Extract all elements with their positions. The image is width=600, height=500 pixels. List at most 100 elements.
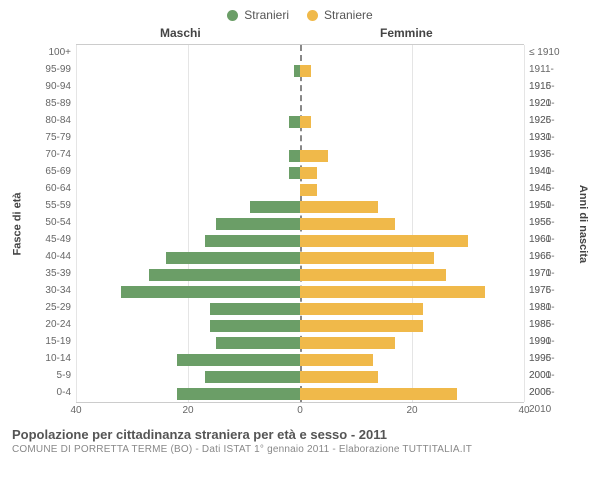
chart-footer: Popolazione per cittadinanza straniera p… xyxy=(0,421,600,455)
chart-subtitle: COMUNE DI PORRETTA TERME (BO) - Dati IST… xyxy=(12,444,588,455)
bar-row xyxy=(76,130,524,147)
y-axis-label-right: Anni di nascita xyxy=(574,44,592,403)
year-label: 1921-1925 xyxy=(524,95,574,112)
age-label: 40-44 xyxy=(26,248,76,265)
bar-row xyxy=(76,385,524,402)
chart-title: Popolazione per cittadinanza straniera p… xyxy=(12,427,588,442)
chart-container: StranieriStraniere Maschi Femmine Fasce … xyxy=(0,0,600,500)
age-label: 100+ xyxy=(26,44,76,61)
year-labels: ≤ 19101911-19151916-19201921-19251926-19… xyxy=(524,44,574,403)
age-label: 85-89 xyxy=(26,95,76,112)
plot-area xyxy=(76,44,524,403)
bar-female xyxy=(300,65,311,77)
year-label: 1956-1960 xyxy=(524,214,574,231)
year-label: 1966-1970 xyxy=(524,248,574,265)
y-axis-label-right-text: Anni di nascita xyxy=(577,184,589,262)
x-tick: 20 xyxy=(182,405,193,416)
header-male: Maschi xyxy=(160,26,201,40)
bar-male xyxy=(149,269,300,281)
age-label: 10-14 xyxy=(26,350,76,367)
year-label: 1931-1935 xyxy=(524,129,574,146)
bar-row xyxy=(76,215,524,232)
year-label: 1916-1920 xyxy=(524,78,574,95)
bar-female xyxy=(300,252,434,264)
bar-female xyxy=(300,388,457,400)
age-label: 35-39 xyxy=(26,265,76,282)
bar-row xyxy=(76,266,524,283)
bar-female xyxy=(300,286,485,298)
bar-row xyxy=(76,79,524,96)
year-label: 1951-1955 xyxy=(524,197,574,214)
x-axis-ticks: 402002040 xyxy=(76,405,524,421)
age-labels: 100+95-9990-9485-8980-8475-7970-7465-696… xyxy=(26,44,76,403)
bar-female xyxy=(300,184,317,196)
age-label: 60-64 xyxy=(26,180,76,197)
bar-row xyxy=(76,181,524,198)
year-label: 1986-1990 xyxy=(524,316,574,333)
legend-swatch xyxy=(307,10,318,21)
bar-row xyxy=(76,334,524,351)
year-label: 2001-2005 xyxy=(524,367,574,384)
age-label: 70-74 xyxy=(26,146,76,163)
bar-row xyxy=(76,300,524,317)
year-label: 1971-1975 xyxy=(524,265,574,282)
year-label: 1996-2000 xyxy=(524,350,574,367)
legend: Stranieri Straniere xyxy=(0,0,600,26)
bar-female xyxy=(300,303,423,315)
bar-female xyxy=(300,116,311,128)
bar-row xyxy=(76,351,524,368)
bar-male xyxy=(289,150,300,162)
bar-row xyxy=(76,164,524,181)
bar-row xyxy=(76,62,524,79)
year-label: 2006-2010 xyxy=(524,384,574,401)
bar-row xyxy=(76,147,524,164)
x-tick: 40 xyxy=(70,405,81,416)
year-label: ≤ 1910 xyxy=(524,44,574,61)
year-label: 1976-1980 xyxy=(524,282,574,299)
bar-male xyxy=(250,201,300,213)
x-axis: 402002040 xyxy=(8,405,592,421)
gridline xyxy=(524,45,525,402)
bar-row xyxy=(76,113,524,130)
bar-male xyxy=(216,218,300,230)
age-label: 5-9 xyxy=(26,367,76,384)
age-label: 90-94 xyxy=(26,78,76,95)
bar-female xyxy=(300,371,378,383)
age-label: 15-19 xyxy=(26,333,76,350)
year-label: 1941-1945 xyxy=(524,163,574,180)
bar-male xyxy=(216,337,300,349)
year-label: 1946-1950 xyxy=(524,180,574,197)
bar-male xyxy=(205,235,300,247)
bar-male xyxy=(210,303,300,315)
age-label: 20-24 xyxy=(26,316,76,333)
bar-male xyxy=(177,354,300,366)
x-tick: 40 xyxy=(518,405,529,416)
bar-male xyxy=(177,388,300,400)
bar-row xyxy=(76,283,524,300)
bar-female xyxy=(300,201,378,213)
age-label: 95-99 xyxy=(26,61,76,78)
bar-row xyxy=(76,45,524,62)
age-label: 45-49 xyxy=(26,231,76,248)
y-axis-label-left: Fasce di età xyxy=(8,44,26,403)
legend-label: Straniere xyxy=(324,8,373,22)
year-label: 1936-1940 xyxy=(524,146,574,163)
bar-row xyxy=(76,317,524,334)
legend-swatch xyxy=(227,10,238,21)
bar-female xyxy=(300,218,395,230)
bar-row xyxy=(76,249,524,266)
bar-rows xyxy=(76,45,524,402)
age-label: 30-34 xyxy=(26,282,76,299)
age-label: 65-69 xyxy=(26,163,76,180)
bar-female xyxy=(300,320,423,332)
legend-item: Stranieri xyxy=(227,8,289,22)
age-label: 55-59 xyxy=(26,197,76,214)
age-label: 25-29 xyxy=(26,299,76,316)
year-label: 1926-1930 xyxy=(524,112,574,129)
y-axis-label-left-text: Fasce di età xyxy=(11,192,23,255)
legend-item: Straniere xyxy=(307,8,373,22)
age-label: 50-54 xyxy=(26,214,76,231)
age-label: 80-84 xyxy=(26,112,76,129)
year-label: 1961-1965 xyxy=(524,231,574,248)
age-label: 0-4 xyxy=(26,384,76,401)
